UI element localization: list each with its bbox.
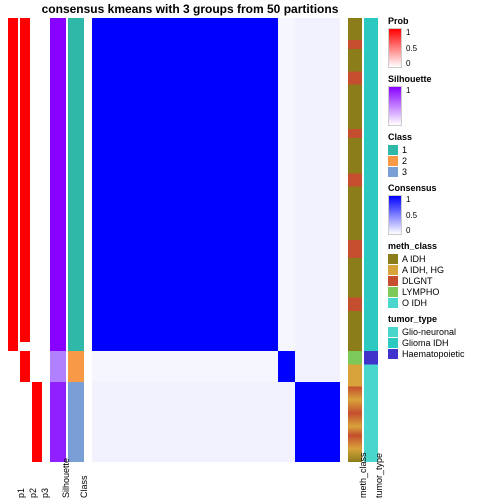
legend-item: DLGNT bbox=[388, 275, 500, 286]
xlabel-tumor_type: tumor_type bbox=[374, 453, 384, 498]
swatch-icon bbox=[388, 349, 398, 359]
xlabel-p3: p3 bbox=[40, 488, 50, 498]
legend-item: Glioma IDH bbox=[388, 337, 500, 348]
legend-item: 2 bbox=[388, 155, 500, 166]
swatch-icon bbox=[388, 167, 398, 177]
gradient-swatch bbox=[388, 28, 402, 68]
column-gap2 bbox=[86, 18, 90, 462]
legend-Class: Class 123 bbox=[388, 132, 500, 177]
legend-title: Consensus bbox=[388, 183, 500, 193]
column-meth_class bbox=[348, 18, 362, 462]
legend-title: tumor_type bbox=[388, 314, 500, 324]
swatch-icon bbox=[388, 254, 398, 264]
column-class bbox=[68, 18, 84, 462]
column-silhouette bbox=[50, 18, 66, 462]
swatch-icon bbox=[388, 338, 398, 348]
xlabel-class: Class bbox=[79, 475, 89, 498]
legend-title: Prob bbox=[388, 16, 500, 26]
legend-title: Class bbox=[388, 132, 500, 142]
legend-meth_class: meth_class A IDHA IDH, HGDLGNTLYMPHOO IDH bbox=[388, 241, 500, 308]
legend-item: 1 bbox=[388, 144, 500, 155]
legend-title: Silhouette bbox=[388, 74, 500, 84]
legend-area: Prob10.50 Silhouette1 Class 123 Consensus10.… bbox=[388, 16, 500, 365]
legend-item: O IDH bbox=[388, 297, 500, 308]
xlabel-meth_class: meth_class bbox=[358, 452, 368, 498]
swatch-icon bbox=[388, 145, 398, 155]
legend-item: LYMPHO bbox=[388, 286, 500, 297]
swatch-icon bbox=[388, 156, 398, 166]
column-gap3 bbox=[342, 18, 346, 462]
column-p3 bbox=[32, 18, 42, 462]
swatch-icon bbox=[388, 327, 398, 337]
legend-title: meth_class bbox=[388, 241, 500, 251]
swatch-icon bbox=[388, 265, 398, 275]
legend-item: Haematopoietic bbox=[388, 348, 500, 359]
legend-item: Glio-neuronal bbox=[388, 326, 500, 337]
page-title: consensus kmeans with 3 groups from 50 p… bbox=[0, 2, 380, 16]
xlabel-p2: p2 bbox=[28, 488, 38, 498]
legend-item: A IDH, HG bbox=[388, 264, 500, 275]
gradient-swatch bbox=[388, 86, 402, 126]
legend-Silhouette: Silhouette1 bbox=[388, 74, 500, 126]
column-tumor_type bbox=[364, 18, 378, 462]
legend-Prob: Prob10.50 bbox=[388, 16, 500, 68]
column-consensus bbox=[92, 18, 340, 462]
gradient-swatch bbox=[388, 195, 402, 235]
x-axis-labels: p1p2p3SilhouetteClassmeth_classtumor_typ… bbox=[8, 464, 380, 500]
legend-item: A IDH bbox=[388, 253, 500, 264]
column-gap1 bbox=[44, 18, 48, 462]
legend-tumor_type: tumor_type Glio-neuronalGlioma IDHHaemato… bbox=[388, 314, 500, 359]
xlabel-silhouette: Silhouette bbox=[61, 458, 71, 498]
legend-item: 3 bbox=[388, 166, 500, 177]
swatch-icon bbox=[388, 276, 398, 286]
legend-Consensus: Consensus10.50 bbox=[388, 183, 500, 235]
heatmap-area bbox=[8, 18, 380, 462]
xlabel-p1: p1 bbox=[16, 488, 26, 498]
swatch-icon bbox=[388, 298, 398, 308]
column-p1 bbox=[8, 18, 18, 462]
swatch-icon bbox=[388, 287, 398, 297]
column-p2 bbox=[20, 18, 30, 462]
